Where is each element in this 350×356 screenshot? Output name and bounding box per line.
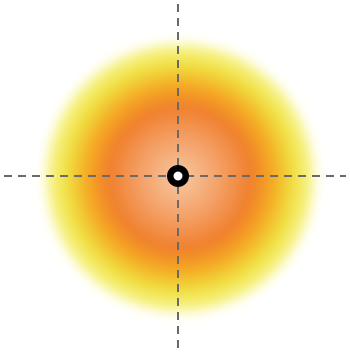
center-marker-dot <box>173 171 183 181</box>
